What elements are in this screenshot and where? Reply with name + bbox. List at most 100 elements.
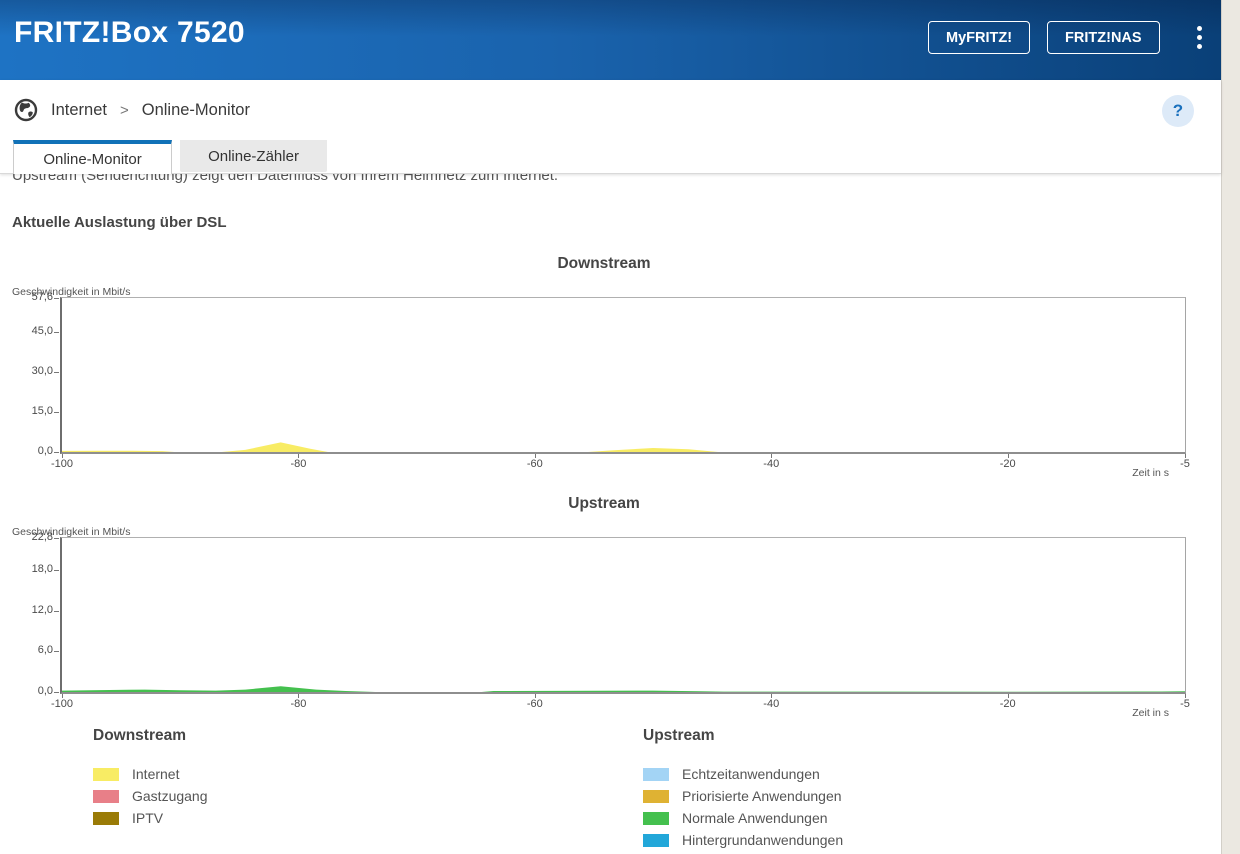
legend-label: Hintergrundanwendungen [682,832,844,848]
legend-label: IPTV [132,810,164,826]
y-tick-label: 12,0 [31,603,53,616]
myfritz-button[interactable]: MyFRITZ! [928,21,1031,54]
legend-swatch [643,789,669,803]
chart-title: Upstream [568,495,640,512]
y-tick-mark [54,570,59,572]
section-title: Aktuelle Auslastung über DSL [12,214,227,231]
legend-label: Internet [132,766,180,782]
legend-swatch [93,789,119,803]
legend-item: Echtzeitanwendungen [643,766,843,782]
x-tick-label: -60 [526,698,543,710]
y-tick-label: 57,6 [31,291,53,303]
y-tick-mark [54,452,59,453]
legend-title: Downstream [93,727,187,744]
plot-area: Zeit in s 0,0 15,0 30,0 45,0 57,6 -100 -80 -60 -… [32,291,1190,479]
legend-title: Upstream [643,727,715,744]
legend-item: Gastzugang [93,788,208,804]
x-axis-label: Zeit in s [1132,467,1169,479]
app-header: FRITZ!Box 7520 MyFRITZ! FRITZ!NAS [0,0,1221,80]
series-internet [62,442,1185,452]
intro-text: Upstream (Senderichtung) zeigt den Daten… [12,167,559,184]
x-tick-mark [534,694,536,698]
legend-items: Internet Gastzugang IPTV [93,766,208,826]
y-tick-label: 6,0 [37,644,53,657]
breadcrumb-tab-bar: Internet > Online-Monitor ? Online-Monit… [0,80,1221,174]
y-tick-label: 0,0 [37,685,53,697]
x-tick-mark [1185,694,1186,698]
y-tick-label: 18,0 [31,563,53,576]
downstream-legend: Downstream Internet Gastzugang IPTV [93,727,208,826]
legend-item: Normale Anwendungen [643,810,843,826]
breadcrumb-separator: > [119,101,129,119]
x-tick-label: -60 [526,458,543,470]
x-tick-label: -40 [763,458,780,470]
legend-label: Normale Anwendungen [682,810,828,826]
legend-swatch [93,767,119,781]
breadcrumb-section[interactable]: Internet [51,100,107,119]
x-tick-mark [1007,694,1009,698]
y-tick-label: 15,0 [31,404,53,417]
x-tick-label: -20 [999,458,1016,470]
breadcrumb-page: Online-Monitor [141,100,250,119]
x-tick-mark [1185,454,1186,458]
upstream-chart: Upstream Geschwindigkeit in Mbit/s Zeit … [0,495,1221,725]
x-tick-mark [771,454,773,458]
chart-title: Downstream [557,255,651,272]
legend-items: Echtzeitanwendungen Priorisierte Anwendun… [643,766,843,848]
x-tick-label: -80 [290,698,307,710]
tab-online-zaehler[interactable]: Online-Zähler [180,140,327,172]
kebab-menu-icon[interactable] [1193,22,1206,53]
x-tick-label: -5 [1180,458,1190,470]
legend-item: Hintergrundanwendungen [643,832,843,848]
y-tick-mark [54,651,59,653]
x-tick-mark [1007,454,1009,458]
tab-online-monitor[interactable]: Online-Monitor [13,140,172,174]
legend-label: Echtzeitanwendungen [682,766,820,782]
x-tick-label: -80 [290,458,307,470]
y-tick-label: 45,0 [31,324,53,337]
x-tick-mark [298,454,300,458]
x-tick-label: -40 [763,698,780,710]
y-tick-mark [54,538,59,539]
legend-swatch [643,767,669,781]
plot-area: Zeit in s 0,0 6,0 12,0 18,0 22,8 -100 -80 -60 -4… [32,531,1190,719]
globe-icon [14,98,38,122]
x-tick-mark [62,694,63,698]
legend-item: IPTV [93,810,208,826]
y-axis-label: Geschwindigkeit in Mbit/s [12,286,131,298]
app-title: FRITZ!Box 7520 [14,16,245,49]
y-tick-label: 22,8 [31,531,53,543]
legend-item: Priorisierte Anwendungen [643,788,843,804]
legend-label: Priorisierte Anwendungen [682,788,842,804]
scrollbar-track[interactable] [1221,0,1240,854]
fritznas-button[interactable]: FRITZ!NAS [1047,21,1160,54]
x-tick-mark [534,454,536,458]
y-tick-mark [54,692,59,693]
y-tick-mark [54,411,59,413]
upstream-legend: Upstream Echtzeitanwendungen Priorisierte… [643,727,843,848]
tab-label: Online-Zähler [208,147,299,165]
legend-swatch [93,811,119,825]
y-tick-label: 0,0 [37,445,53,457]
y-tick-mark [54,331,59,333]
series-normale-anwendungen [62,686,1185,692]
tab-label: Online-Monitor [43,150,142,168]
y-axis-label: Geschwindigkeit in Mbit/s [12,526,131,538]
legend-swatch [643,811,669,825]
upstream-series-canvas [62,686,1185,692]
help-button[interactable]: ? [1162,95,1194,127]
y-tick-mark [54,371,59,373]
x-tick-mark [298,694,300,698]
y-tick-label: 30,0 [31,364,53,377]
downstream-chart: Downstream Geschwindigkeit in Mbit/s Zei… [0,255,1221,485]
legend-swatch [643,833,669,847]
y-tick-mark [54,298,59,299]
header-actions: MyFRITZ! FRITZ!NAS [928,21,1206,54]
x-tick-label: -100 [50,698,74,710]
x-tick-label: -5 [1180,698,1190,710]
x-tick-label: -20 [999,698,1016,710]
legend-item: Internet [93,766,208,782]
x-tick-label: -100 [50,458,74,470]
x-tick-mark [62,454,63,458]
